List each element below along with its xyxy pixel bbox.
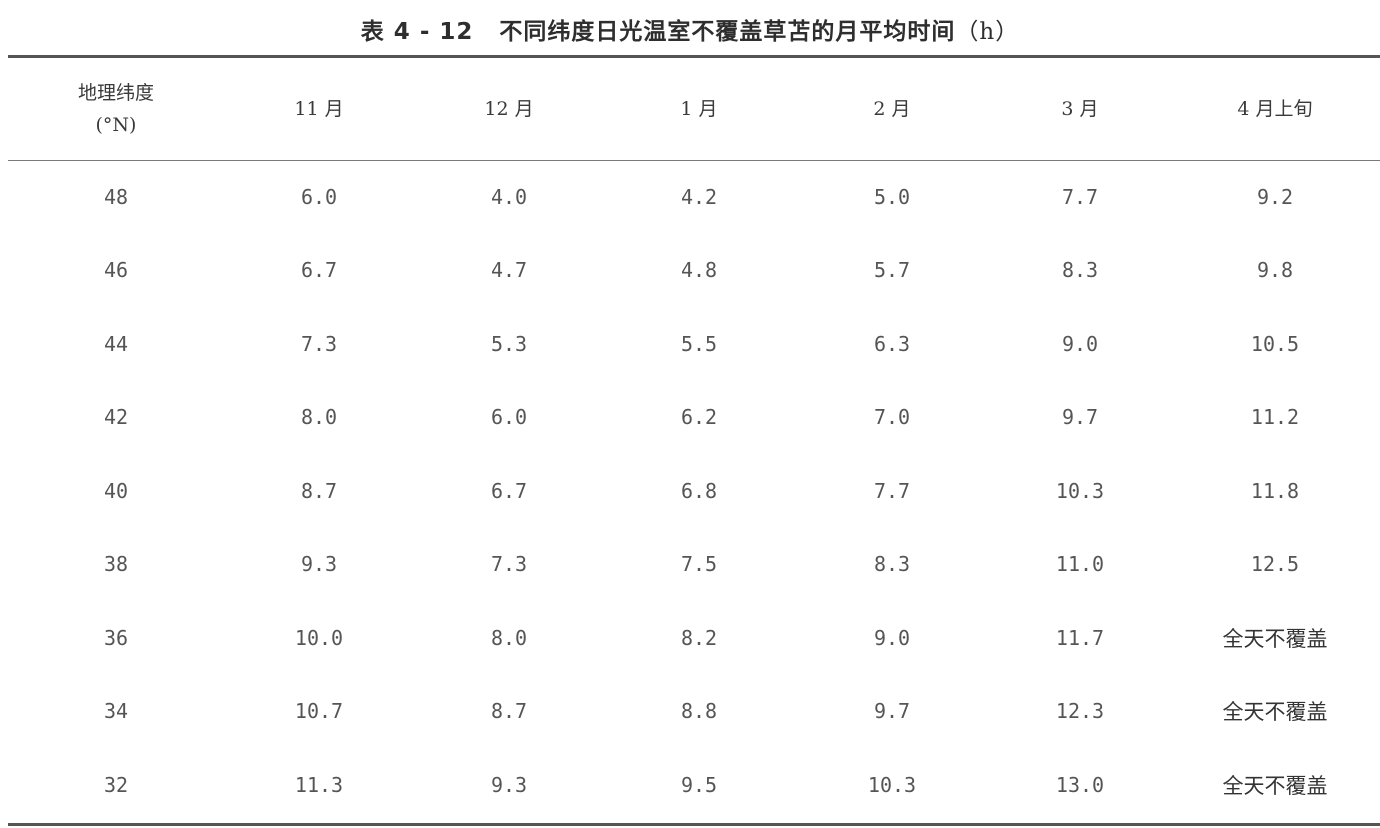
value-cell: 6.0: [490, 405, 528, 430]
value-cell: 9.8: [1256, 258, 1294, 283]
value-cell: 9.3: [300, 552, 338, 577]
table-number: 表 4 - 12: [360, 19, 474, 45]
value-cell: 8.0: [490, 625, 528, 650]
value-cell: 7.0: [873, 405, 911, 430]
latitude-cell: 36: [103, 625, 129, 650]
value-cell: 9.2: [1256, 184, 1294, 209]
header-row: 地理纬度 (°N) 11 月 12 月 1 月 2 月 3 月 4 月上旬: [8, 58, 1380, 160]
value-cell: 6.3: [873, 331, 911, 356]
value-cell: 10.3: [867, 772, 917, 797]
value-cell: 5.3: [490, 331, 528, 356]
value-cell: 9.7: [873, 699, 911, 724]
value-cell: 9.7: [1061, 405, 1099, 430]
month-header: 11 月: [294, 98, 344, 120]
table-row: 48 6.0 4.0 4.2 5.0 7.7 9.2: [8, 160, 1380, 234]
value-cell: 4.0: [490, 184, 528, 209]
value-cell: 9.0: [873, 625, 911, 650]
table-row: 38 9.3 7.3 7.5 8.3 11.0 12.5: [8, 528, 1380, 602]
value-cell: 13.0: [1055, 772, 1105, 797]
latitude-cell: 42: [103, 405, 129, 430]
value-cell: 12.5: [1250, 552, 1300, 577]
value-cell: 全天不覆盖: [1222, 773, 1328, 798]
value-cell: 7.7: [1061, 184, 1099, 209]
table-row: 42 8.0 6.0 6.2 7.0 9.7 11.2: [8, 381, 1380, 455]
latitude-cell: 38: [103, 552, 129, 577]
table-row: 32 11.3 9.3 9.5 10.3 13.0 全天不覆盖: [8, 748, 1380, 822]
bottom-rule: [8, 823, 1380, 826]
value-cell: 5.7: [873, 258, 911, 283]
table-row: 40 8.7 6.7 6.8 7.7 10.3 11.8: [8, 454, 1380, 528]
latitude-cell: 40: [103, 478, 129, 503]
latitude-cell: 46: [103, 258, 129, 283]
value-cell: 7.5: [680, 552, 718, 577]
value-cell: 6.2: [680, 405, 718, 430]
value-cell: 11.2: [1250, 405, 1300, 430]
value-cell: 8.3: [1061, 258, 1099, 283]
value-cell: 5.0: [873, 184, 911, 209]
value-cell: 8.7: [490, 699, 528, 724]
value-cell: 8.7: [300, 478, 338, 503]
value-cell: 6.7: [490, 478, 528, 503]
table-row: 46 6.7 4.7 4.8 5.7 8.3 9.8: [8, 234, 1380, 308]
table-caption: 不同纬度日光温室不覆盖草苫的月平均时间: [499, 19, 956, 45]
value-cell: 11.0: [1055, 552, 1105, 577]
latitude-cell: 48: [103, 184, 129, 209]
value-cell: 6.8: [680, 478, 718, 503]
value-cell: 4.2: [680, 184, 718, 209]
latitude-cell: 44: [103, 331, 129, 356]
month-header: 3 月: [1061, 98, 1099, 120]
value-cell: 11.8: [1250, 478, 1300, 503]
value-cell: 8.2: [680, 625, 718, 650]
value-cell: 7.3: [300, 331, 338, 356]
value-cell: 9.5: [680, 772, 718, 797]
value-cell: 7.3: [490, 552, 528, 577]
value-cell: 12.3: [1055, 699, 1105, 724]
table-header: 地理纬度 (°N) 11 月 12 月 1 月 2 月 3 月 4 月上旬: [8, 58, 1380, 160]
value-cell: 5.5: [680, 331, 718, 356]
table-title: 表 4 - 12 不同纬度日光温室不覆盖草苫的月平均时间（h）: [0, 12, 1380, 46]
value-cell: 10.7: [294, 699, 344, 724]
value-cell: 4.8: [680, 258, 718, 283]
value-cell: 10.3: [1055, 478, 1105, 503]
value-cell: 10.5: [1250, 331, 1300, 356]
month-header: 12 月: [484, 98, 534, 120]
value-cell: 8.3: [873, 552, 911, 577]
value-cell: 全天不覆盖: [1222, 700, 1328, 725]
value-cell: 7.7: [873, 478, 911, 503]
month-header: 4 月上旬: [1237, 98, 1313, 120]
value-cell: 4.7: [490, 258, 528, 283]
latitude-header: 地理纬度 (°N): [8, 58, 224, 160]
value-cell: 11.3: [294, 772, 344, 797]
top-rule: [8, 55, 1380, 58]
value-cell: 全天不覆盖: [1222, 626, 1328, 651]
value-cell: 6.0: [300, 184, 338, 209]
latitude-cell: 32: [103, 772, 129, 797]
latitude-cell: 34: [103, 699, 129, 724]
table-row: 34 10.7 8.7 8.8 9.7 12.3 全天不覆盖: [8, 675, 1380, 749]
latitude-header-label: 地理纬度: [77, 82, 154, 104]
value-cell: 11.7: [1055, 625, 1105, 650]
value-cell: 8.0: [300, 405, 338, 430]
table-unit: （h）: [955, 19, 1020, 45]
data-table: 地理纬度 (°N) 11 月 12 月 1 月 2 月 3 月 4 月上旬 48…: [8, 58, 1380, 822]
month-header: 1 月: [680, 98, 718, 120]
value-cell: 8.8: [680, 699, 718, 724]
header-rule: [8, 160, 1380, 161]
value-cell: 10.0: [294, 625, 344, 650]
table-body: 48 6.0 4.0 4.2 5.0 7.7 9.2 46 6.7 4.7 4.…: [8, 160, 1380, 822]
value-cell: 9.0: [1061, 331, 1099, 356]
table-row: 44 7.3 5.3 5.5 6.3 9.0 10.5: [8, 307, 1380, 381]
value-cell: 6.7: [300, 258, 338, 283]
value-cell: 9.3: [490, 772, 528, 797]
table-row: 36 10.0 8.0 8.2 9.0 11.7 全天不覆盖: [8, 601, 1380, 675]
month-header: 2 月: [873, 98, 911, 120]
latitude-header-unit: (°N): [95, 114, 137, 136]
